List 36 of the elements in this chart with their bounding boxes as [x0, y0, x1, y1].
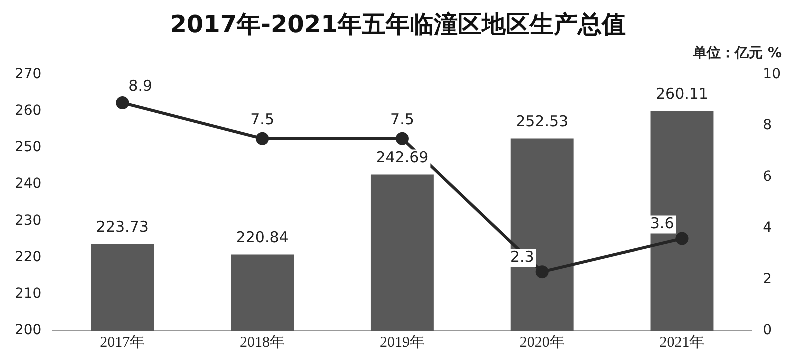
point: [676, 232, 689, 246]
text: 单位：亿元 %: [692, 45, 782, 62]
data-label: 3.6: [650, 214, 674, 233]
y2-tick-label: 10: [763, 66, 782, 82]
data-label: 260.11: [656, 84, 708, 103]
data-label: 220.84: [236, 228, 289, 247]
y-tick-label: 210: [14, 286, 42, 302]
y2-tick-label: 2: [763, 271, 772, 288]
y-tick-label: 230: [14, 212, 42, 229]
data-label: 2.3: [510, 248, 534, 266]
x-tick-label: 2018年: [240, 334, 286, 351]
x-tick-label: 2020年: [520, 334, 565, 351]
data-label: 8.9: [128, 76, 153, 95]
data-label: 223.73: [96, 218, 149, 236]
y-tick-label: 240: [14, 176, 42, 192]
point: [396, 132, 409, 146]
data-label: 7.5: [390, 110, 414, 129]
y2-tick-label: 4: [763, 220, 772, 236]
chart-title: 2017年-2021年五年临潼区地区生产总值: [170, 10, 626, 39]
data-label: 242.69: [376, 148, 429, 167]
x-tick-label: 2021年: [660, 334, 705, 351]
x-tick-label: 2019年: [380, 334, 425, 351]
point: [536, 266, 549, 279]
data-label: 7.5: [250, 110, 274, 129]
y-tick-label: 220: [14, 249, 42, 266]
y2-tick-label: 0: [763, 322, 772, 339]
x-tick-label: 2017年: [100, 334, 146, 351]
y2-tick-label: 6: [763, 168, 772, 185]
y-tick-label: 200: [14, 322, 42, 339]
y-tick-label: 260: [14, 103, 42, 120]
point: [256, 132, 270, 146]
point: [116, 96, 130, 110]
y2-tick-label: 8: [763, 118, 772, 134]
y-tick-label: 250: [14, 140, 42, 156]
y-tick-label: 270: [14, 66, 42, 82]
data-label: 252.53: [516, 112, 569, 131]
